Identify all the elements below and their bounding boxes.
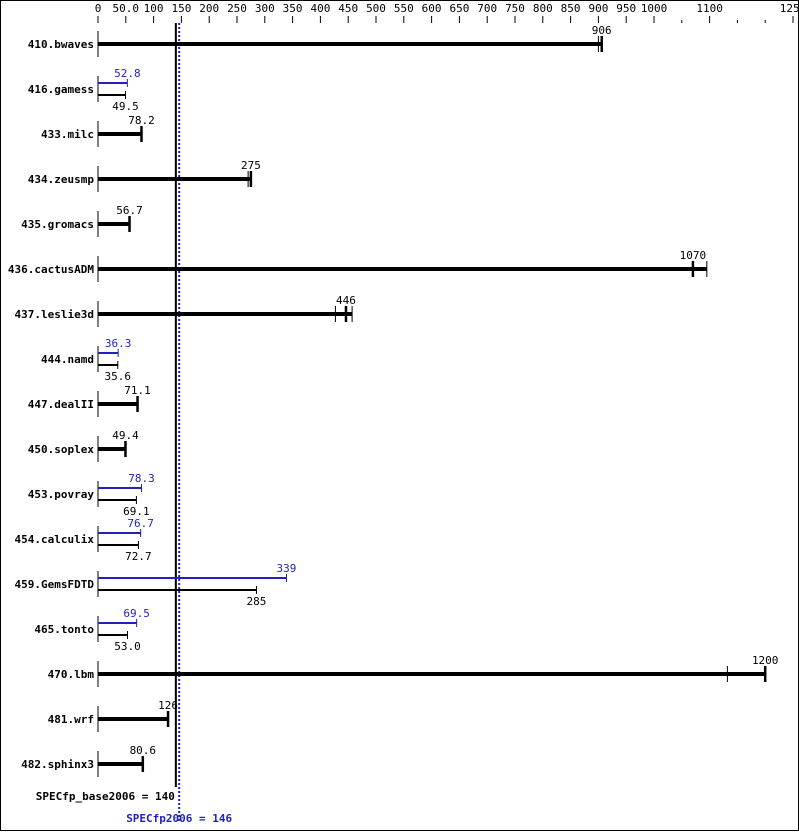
- axis-tick-label: 550: [394, 2, 414, 15]
- benchmark-label: 435.gromacs: [21, 218, 94, 231]
- axis-tick-label: 1250: [780, 2, 799, 15]
- base-value-label: 35.6: [105, 370, 132, 383]
- base-value-label: 1200: [752, 654, 779, 667]
- benchmark-label: 416.gamess: [28, 83, 94, 96]
- base-value-label: 446: [336, 294, 356, 307]
- benchmark-label: 465.tonto: [34, 623, 94, 636]
- axis-tick-label: 950: [616, 2, 636, 15]
- base-value-label: 275: [241, 159, 261, 172]
- base-value-label: 49.4: [112, 429, 139, 442]
- axis-tick-label: 850: [561, 2, 581, 15]
- axis-tick-label: 700: [477, 2, 497, 15]
- axis-tick-label: 400: [310, 2, 330, 15]
- base-value-label: 53.0: [114, 640, 141, 653]
- benchmark-label: 444.namd: [41, 353, 94, 366]
- benchmark-label: 453.povray: [28, 488, 95, 501]
- base-value-label: 49.5: [112, 100, 139, 113]
- base-value-label: 126: [158, 699, 178, 712]
- axis-tick-label: 250: [227, 2, 247, 15]
- axis-tick-label: 900: [588, 2, 608, 15]
- benchmark-label: 434.zeusmp: [28, 173, 95, 186]
- axis-tick-label: 100: [144, 2, 164, 15]
- axis-tick-label: 1000: [641, 2, 668, 15]
- axis-tick-label: 650: [449, 2, 469, 15]
- benchmark-label: 459.GemsFDTD: [15, 578, 95, 591]
- axis-tick-label: 450: [338, 2, 358, 15]
- benchmark-label: 433.milc: [41, 128, 94, 141]
- axis-tick-label: 50.0: [113, 2, 140, 15]
- base-value-label: 285: [247, 595, 267, 608]
- axis-tick-label: 350: [283, 2, 303, 15]
- benchmark-label: 481.wrf: [48, 713, 94, 726]
- peak-value-label: 78.3: [128, 472, 155, 485]
- benchmark-label: 482.sphinx3: [21, 758, 94, 771]
- axis-tick-label: 800: [533, 2, 553, 15]
- axis-tick-label: 600: [422, 2, 442, 15]
- peak-value-label: 36.3: [105, 337, 132, 350]
- benchmark-label: 450.soplex: [28, 443, 95, 456]
- peak-metric-label: SPECfp2006 = 146: [126, 812, 232, 825]
- benchmark-label: 437.leslie3d: [15, 308, 94, 321]
- base-value-label: 906: [592, 24, 612, 37]
- peak-value-label: 69.5: [123, 607, 150, 620]
- base-value-label: 72.7: [125, 550, 152, 563]
- base-value-label: 78.2: [128, 114, 155, 127]
- base-metric-label: SPECfp_base2006 = 140: [36, 790, 175, 803]
- axis-tick-label: 0: [95, 2, 102, 15]
- base-value-label: 69.1: [123, 505, 150, 518]
- benchmark-label: 436.cactusADM: [8, 263, 94, 276]
- axis-tick-label: 150: [171, 2, 191, 15]
- axis-tick-label: 1100: [696, 2, 723, 15]
- base-value-label: 56.7: [116, 204, 143, 217]
- axis-tick-label: 200: [199, 2, 219, 15]
- peak-value-label: 76.7: [127, 517, 154, 530]
- axis-tick-label: 750: [505, 2, 525, 15]
- base-value-label: 71.1: [124, 384, 151, 397]
- benchmark-label: 447.dealII: [28, 398, 94, 411]
- axis-tick-label: 300: [255, 2, 275, 15]
- axis-tick-label: 500: [366, 2, 386, 15]
- benchmark-label: 454.calculix: [15, 533, 95, 546]
- peak-value-label: 52.8: [114, 67, 141, 80]
- base-value-label: 80.6: [130, 744, 157, 757]
- benchmark-label: 410.bwaves: [28, 38, 94, 51]
- benchmark-label: 470.lbm: [48, 668, 95, 681]
- base-value-label: 1070: [680, 249, 707, 262]
- peak-value-label: 339: [277, 562, 297, 575]
